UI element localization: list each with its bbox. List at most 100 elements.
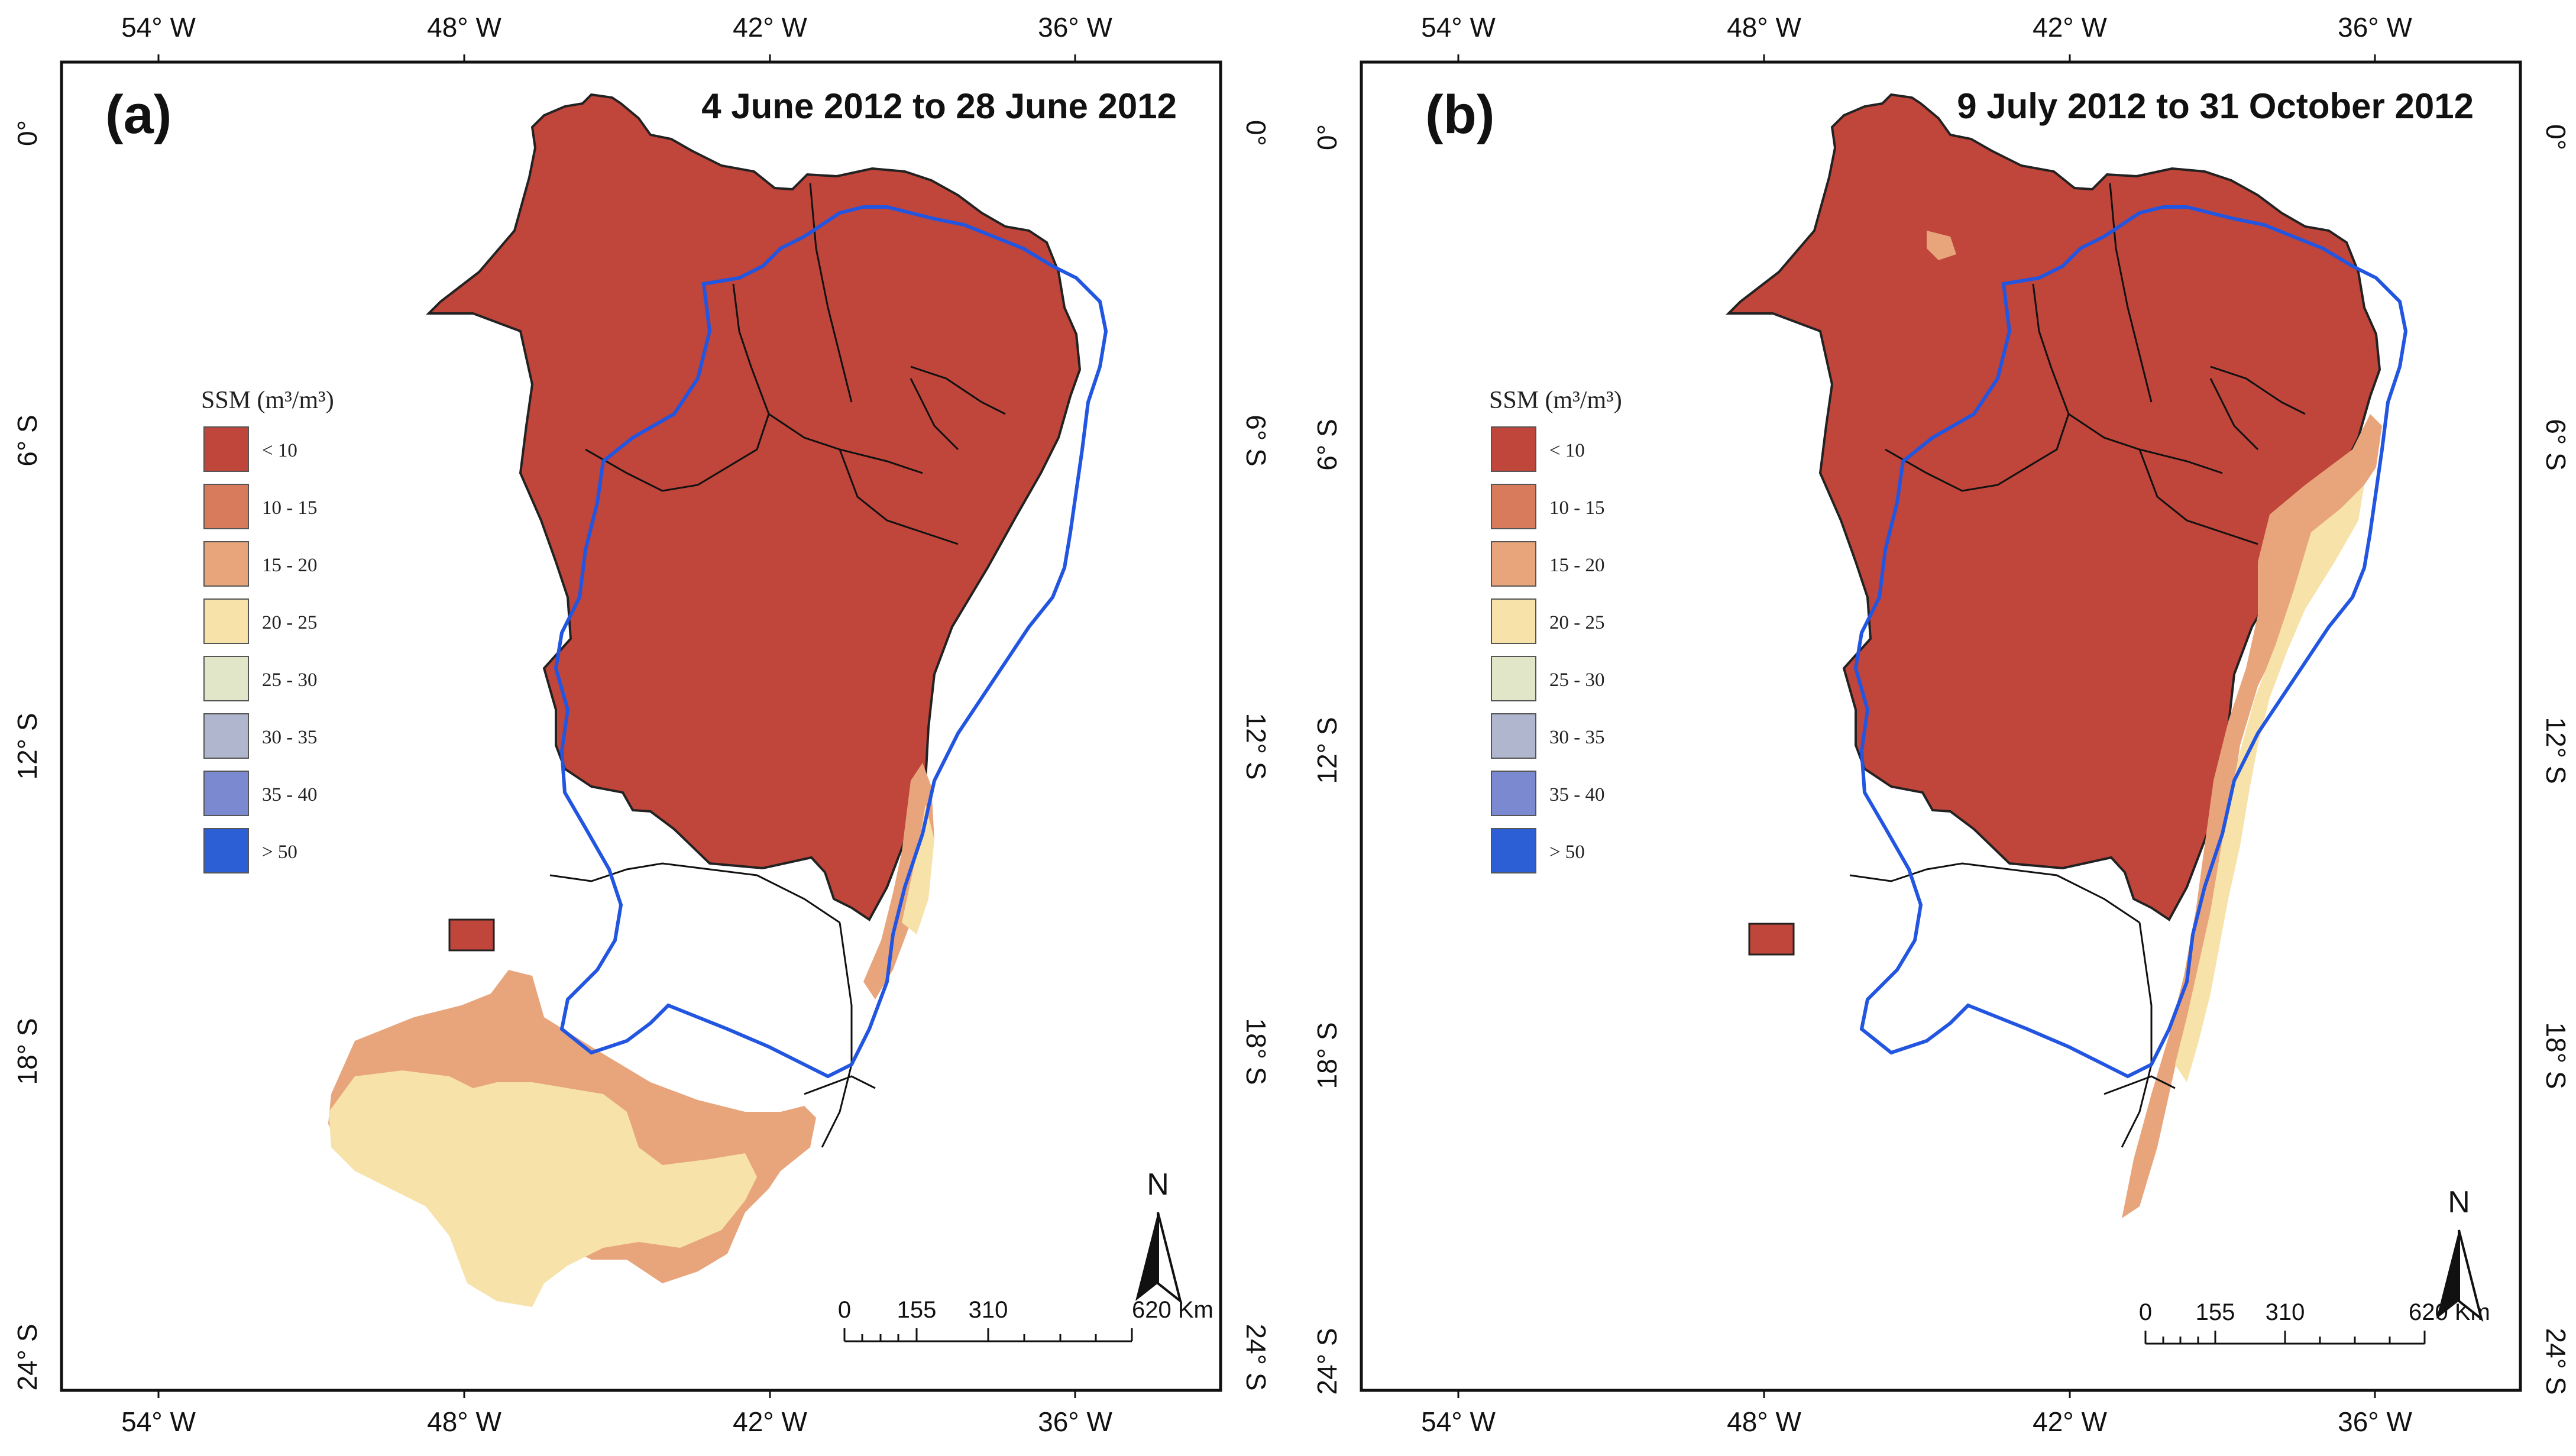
scale-label-0-a: 0 (838, 1297, 851, 1323)
lon-label-bottom-1-a: 48° W (427, 1406, 501, 1437)
lat-label-right-4-a: 24° S (1241, 1324, 1271, 1390)
north-arrow-icon-b: N (2436, 1185, 2484, 1322)
legend-swatch-0-b (1491, 426, 1536, 472)
lat-label-right-2-b: 12° S (2541, 717, 2571, 784)
legend-label-3-a: 20 - 25 (262, 612, 318, 633)
legend-swatch-3-b (1491, 598, 1536, 644)
lat-label-right-2-a: 12° S (1241, 713, 1271, 779)
legend-swatch-7-b (1491, 828, 1536, 873)
legend-label-0-a: < 10 (262, 440, 297, 461)
legend-swatch-2-b (1491, 541, 1536, 587)
lat-label-left-1-b: 6° S (1312, 419, 1342, 470)
north-label-a: N (1147, 1167, 1169, 1202)
lat-label-left-0-b: 0° (1312, 124, 1342, 150)
legend-swatch-2-a (203, 541, 249, 587)
lat-label-right-0-a: 0° (1241, 120, 1271, 146)
lat-label-right-1-a: 6° S (1241, 415, 1271, 466)
legend-label-2-a: 15 - 20 (262, 555, 318, 576)
ssm-zone-20-25-a (329, 1070, 757, 1307)
legend-label-5-b: 30 - 35 (1549, 727, 1605, 748)
legend-label-2-b: 15 - 20 (1549, 555, 1605, 576)
lat-label-right-3-b: 18° S (2541, 1022, 2571, 1089)
legend-a: SSM (m³/m³) < 10 10 - 15 15 - 20 20 - 25 25 … (201, 387, 334, 873)
legend-swatch-5-a (203, 713, 249, 759)
scale-bar-a: 0 155 310 620 Km (838, 1297, 1213, 1342)
lat-label-left-1-a: 6° S (12, 415, 43, 466)
lon-label-top-3-a: 36° W (1038, 12, 1112, 43)
semiarid-boundary-a (554, 205, 1108, 1079)
lat-label-left-2-b: 12° S (1312, 717, 1342, 784)
lon-label-bottom-1-b: 48° W (1727, 1406, 1801, 1437)
legend-swatch-5-b (1491, 713, 1536, 759)
legend-swatch-4-a (203, 656, 249, 701)
lon-label-bottom-2-b: 42° W (2033, 1406, 2107, 1437)
legend-swatch-3-a (203, 598, 249, 644)
state-boundaries-a (549, 183, 1006, 1148)
lat-label-left-2-a: 12° S (12, 713, 43, 779)
legend-label-6-b: 35 - 40 (1549, 784, 1605, 805)
legend-swatch-6-b (1491, 771, 1536, 816)
lat-label-right-0-b: 0° (2541, 124, 2571, 150)
axis-labels-a: 54° W 48° W 42° W 36° W 54° W 48° W 42° … (12, 12, 1271, 1437)
legend-swatch-7-a (203, 828, 249, 873)
lon-label-bottom-0-a: 54° W (121, 1406, 196, 1437)
ssm-north-patch-b (1927, 231, 1956, 260)
lat-label-left-4-b: 24° S (1312, 1328, 1342, 1394)
semiarid-boundary-b (1853, 205, 2408, 1079)
legend-title-a: SSM (m³/m³) (201, 387, 334, 414)
legend-label-1-a: 10 - 15 (262, 497, 318, 519)
panel-dates-b: 9 July 2012 to 31 October 2012 (1957, 86, 2474, 126)
legend-label-4-a: 25 - 30 (262, 669, 318, 691)
legend-label-7-b: > 50 (1549, 842, 1585, 863)
legend-label-4-b: 25 - 30 (1549, 669, 1605, 691)
ssm-coastal-band-light-a (902, 804, 934, 934)
island-block-a (448, 918, 495, 952)
scale-label-1-b: 155 (2196, 1299, 2235, 1325)
map-panel-b: 54° W 48° W 42° W 36° W 54° W 48° W 42° … (1312, 12, 2571, 1437)
lat-label-right-1-b: 6° S (2541, 419, 2571, 470)
lon-label-bottom-0-b: 54° W (1421, 1406, 1496, 1437)
legend-title-b: SSM (m³/m³) (1489, 387, 1622, 414)
lon-label-top-2-b: 42° W (2033, 12, 2107, 43)
scale-bar-b: 0 155 310 620 Km (2139, 1299, 2490, 1345)
legend-label-6-a: 35 - 40 (262, 784, 318, 805)
legend-label-7-a: > 50 (262, 842, 297, 863)
legend-swatch-4-b (1491, 656, 1536, 701)
legend-label-1-b: 10 - 15 (1549, 497, 1605, 519)
lon-label-top-1-b: 48° W (1727, 12, 1801, 43)
island-block-b (1748, 923, 1795, 956)
legend-label-3-b: 20 - 25 (1549, 612, 1605, 633)
lat-label-left-4-a: 24° S (12, 1324, 43, 1390)
legend-swatch-1-b (1491, 484, 1536, 529)
lon-label-top-2-a: 42° W (733, 12, 807, 43)
lon-label-top-0-b: 54° W (1421, 12, 1496, 43)
scale-label-1-a: 155 (897, 1297, 937, 1323)
ssm-coastal-band-a (863, 763, 934, 999)
lon-label-top-3-b: 36° W (2338, 12, 2412, 43)
scale-label-2-a: 310 (969, 1297, 1008, 1323)
legend-swatch-0-a (203, 426, 249, 472)
lon-label-bottom-2-a: 42° W (733, 1406, 807, 1437)
panel-letter-a: (a) (105, 85, 171, 145)
legend-label-0-b: < 10 (1549, 440, 1585, 461)
ssm-coastal-band-light-b (2175, 485, 2364, 1082)
lat-label-left-0-a: 0° (12, 120, 43, 146)
axis-labels-b: 54° W 48° W 42° W 36° W 54° W 48° W 42° … (1312, 12, 2571, 1437)
legend-swatch-6-a (203, 771, 249, 816)
lon-label-top-0-a: 54° W (121, 12, 196, 43)
lat-label-left-3-b: 18° S (1312, 1022, 1342, 1089)
map-panel-a: 54° W 48° W 42° W 36° W 54° W 48° W 42° … (12, 12, 1271, 1437)
panel-letter-b: (b) (1425, 85, 1494, 145)
legend-b: SSM (m³/m³) < 10 10 - 15 15 - 20 20 - 25 25 … (1489, 387, 1622, 873)
scale-label-0-b: 0 (2139, 1299, 2152, 1325)
lon-label-bottom-3-b: 36° W (2338, 1406, 2412, 1437)
panel-dates-a: 4 June 2012 to 28 June 2012 (701, 86, 1177, 126)
lon-label-top-1-a: 48° W (427, 12, 501, 43)
state-boundaries-b (1849, 183, 2306, 1148)
scale-label-2-b: 310 (2266, 1299, 2305, 1325)
legend-swatch-1-a (203, 484, 249, 529)
scale-label-3-a: 620 Km (1132, 1297, 1213, 1323)
lon-label-bottom-3-a: 36° W (1038, 1406, 1112, 1437)
lat-label-left-3-a: 18° S (12, 1018, 43, 1085)
